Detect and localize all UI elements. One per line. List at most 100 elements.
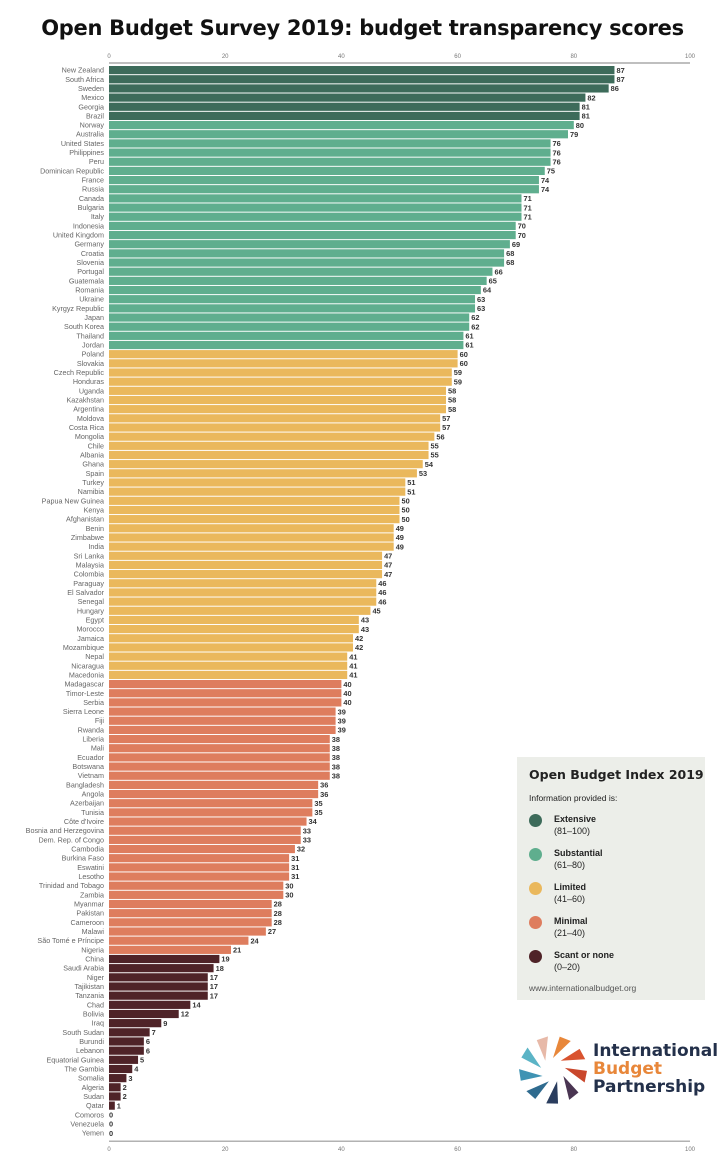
value-label: 31 bbox=[291, 872, 299, 881]
bar bbox=[109, 771, 330, 780]
bar bbox=[109, 93, 586, 102]
value-label: 9 bbox=[163, 1019, 167, 1028]
legend-label: Scant or none bbox=[554, 950, 615, 960]
legend-label: Extensive bbox=[554, 814, 597, 824]
country-label: Tajikistan bbox=[74, 982, 104, 991]
country-label: Thailand bbox=[76, 331, 104, 340]
country-label: United States bbox=[61, 139, 105, 148]
value-label: 86 bbox=[611, 84, 619, 93]
value-label: 76 bbox=[553, 148, 561, 157]
bar bbox=[109, 331, 464, 340]
country-label: Dem. Rep. of Congo bbox=[38, 835, 104, 844]
value-label: 33 bbox=[303, 826, 311, 835]
bar bbox=[109, 579, 377, 588]
value-label: 61 bbox=[465, 341, 473, 350]
bar bbox=[109, 450, 429, 460]
country-label: Benin bbox=[86, 524, 104, 533]
country-label: Somalia bbox=[78, 1074, 104, 1083]
bottom-tick-label: 80 bbox=[570, 1147, 577, 1153]
bar bbox=[109, 295, 476, 304]
country-label: Cambodia bbox=[71, 845, 104, 854]
value-label: 40 bbox=[343, 680, 351, 689]
country-label: Chad bbox=[87, 1000, 104, 1009]
value-label: 38 bbox=[332, 762, 340, 771]
country-label: Malawi bbox=[82, 927, 105, 936]
value-label: 43 bbox=[361, 625, 369, 634]
country-label: Timor-Leste bbox=[66, 689, 104, 698]
value-label: 27 bbox=[268, 927, 276, 936]
country-label: Nigeria bbox=[81, 945, 104, 954]
value-label: 47 bbox=[384, 570, 392, 579]
country-label: Dominican Republic bbox=[40, 166, 104, 175]
country-label: Iraq bbox=[92, 1019, 104, 1028]
country-label: Côte d'Ivoire bbox=[64, 817, 104, 826]
value-label: 41 bbox=[349, 671, 357, 680]
ibp-logo: International Budget Partnership bbox=[517, 1030, 718, 1110]
value-label: 59 bbox=[454, 368, 462, 377]
value-label: 68 bbox=[506, 258, 514, 267]
country-label: Madagascar bbox=[64, 680, 104, 689]
legend-label: Minimal bbox=[554, 916, 588, 926]
value-label: 61 bbox=[465, 332, 473, 341]
value-label: 64 bbox=[483, 286, 492, 295]
legend-range: (41–60) bbox=[554, 894, 586, 904]
bar bbox=[109, 789, 319, 799]
bar bbox=[109, 625, 359, 634]
country-label: Romania bbox=[75, 286, 104, 295]
value-label: 46 bbox=[378, 597, 386, 606]
bar bbox=[109, 560, 383, 570]
bar bbox=[109, 304, 476, 313]
bar bbox=[109, 918, 272, 927]
value-label: 87 bbox=[616, 66, 624, 75]
bar bbox=[109, 1019, 162, 1028]
country-label: Sudan bbox=[83, 1092, 104, 1101]
value-label: 14 bbox=[192, 1001, 201, 1010]
website-url[interactable]: www.internationalbudget.org bbox=[529, 983, 637, 993]
legend-swatch bbox=[529, 882, 542, 895]
value-label: 76 bbox=[553, 157, 561, 166]
bottom-tick-label: 60 bbox=[454, 1147, 461, 1153]
bar bbox=[109, 276, 487, 285]
country-label: India bbox=[88, 542, 104, 551]
country-label: Jamaica bbox=[77, 634, 104, 643]
bar bbox=[109, 432, 435, 441]
bar bbox=[109, 515, 400, 524]
bar bbox=[109, 66, 615, 75]
value-label: 50 bbox=[402, 506, 410, 515]
country-label: Lebanon bbox=[76, 1046, 104, 1055]
value-label: 74 bbox=[541, 176, 550, 185]
logo-petal bbox=[536, 1036, 548, 1061]
bar bbox=[109, 313, 470, 322]
country-label: Tunisia bbox=[81, 808, 104, 817]
bar bbox=[109, 102, 580, 111]
country-label: Chile bbox=[88, 441, 104, 450]
country-label: The Gambia bbox=[64, 1064, 104, 1073]
bar bbox=[109, 716, 336, 725]
country-label: Poland bbox=[82, 350, 104, 359]
country-label: Honduras bbox=[73, 377, 105, 386]
country-label: Cameroon bbox=[70, 918, 104, 927]
bottom-tick-label: 20 bbox=[222, 1147, 229, 1153]
country-label: Jordan bbox=[82, 341, 104, 350]
country-label: Spain bbox=[86, 469, 104, 478]
bar bbox=[109, 1009, 179, 1019]
value-label: 3 bbox=[128, 1074, 132, 1083]
bar bbox=[109, 111, 580, 121]
country-label: Canada bbox=[79, 194, 104, 203]
bar bbox=[109, 615, 359, 625]
bar bbox=[109, 120, 574, 130]
country-label: Saudi Arabia bbox=[63, 964, 104, 973]
value-label: 56 bbox=[436, 432, 444, 441]
value-label: 6 bbox=[146, 1046, 150, 1055]
value-label: 21 bbox=[233, 946, 241, 955]
ibp-logo-icon bbox=[519, 1036, 587, 1104]
legend-range: (81–100) bbox=[554, 826, 591, 836]
value-label: 39 bbox=[338, 716, 346, 725]
bar bbox=[109, 954, 220, 964]
country-label: China bbox=[85, 955, 104, 964]
value-label: 49 bbox=[396, 533, 404, 542]
legend-subtitle: Information provided is: bbox=[529, 793, 618, 803]
bar bbox=[109, 799, 313, 808]
top-tick-label: 60 bbox=[454, 54, 461, 60]
value-label: 28 bbox=[274, 900, 282, 909]
